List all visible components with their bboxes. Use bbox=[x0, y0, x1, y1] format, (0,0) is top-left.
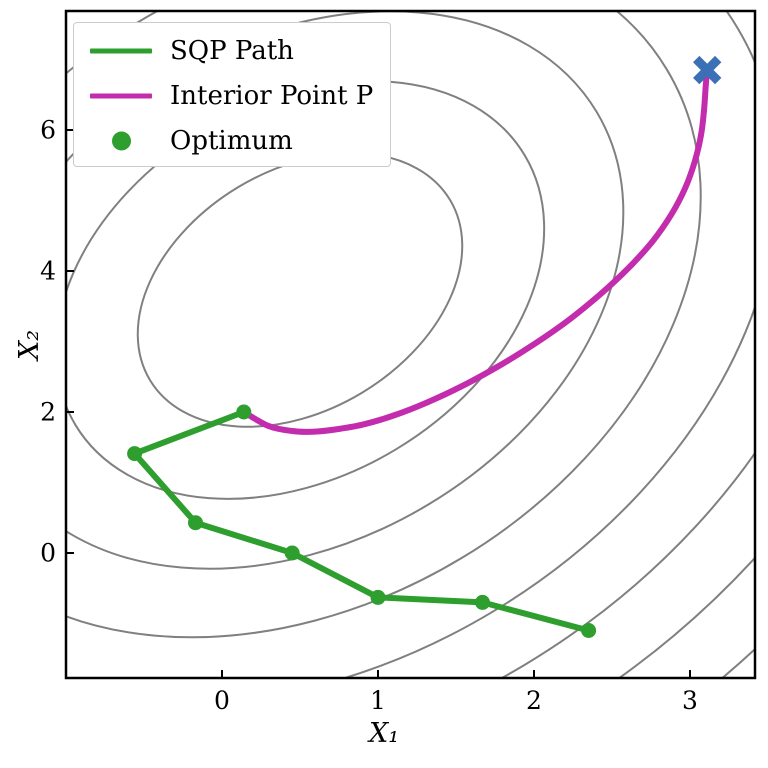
ytick-label-4: 4 bbox=[40, 256, 56, 286]
legend-entry-interior-point-path: Interior Point P bbox=[74, 74, 390, 118]
legend-label-optimum: Optimum bbox=[170, 126, 293, 156]
axes-frame bbox=[64, 9, 757, 680]
xtick-label-2: 2 bbox=[526, 686, 542, 715]
legend-label-sqp-path: SQP Path bbox=[170, 36, 294, 66]
sqp-path-marker bbox=[475, 594, 490, 610]
xtick-label-1: 1 bbox=[370, 686, 386, 715]
xtick-label-3: 3 bbox=[682, 686, 698, 715]
legend-entry-sqp-path: SQP Path bbox=[74, 29, 390, 73]
legend-label-interior-point-path: Interior Point P bbox=[170, 81, 374, 111]
legend-swatch-optimum bbox=[112, 131, 131, 151]
sqp-path-marker bbox=[188, 515, 203, 531]
start-marker-x-icon bbox=[693, 55, 722, 85]
sqp-path-marker bbox=[370, 589, 386, 605]
sqp-path-marker bbox=[236, 404, 252, 420]
sqp-path-marker bbox=[581, 623, 597, 638]
x-axis-title: X₁ bbox=[368, 718, 400, 749]
sqp-path-marker bbox=[127, 446, 143, 462]
legend-entry-optimum: Optimum bbox=[74, 119, 390, 163]
chart-legend: SQP Path Interior Point P Optimum bbox=[73, 22, 391, 167]
sqp-path-markers bbox=[127, 404, 597, 638]
axis-ticks bbox=[66, 129, 691, 678]
legend-swatch-interior-point-path bbox=[90, 93, 152, 99]
ytick-label-0: 0 bbox=[40, 538, 56, 568]
sqp-path bbox=[127, 404, 597, 638]
ytick-label-2: 2 bbox=[40, 397, 56, 427]
contour-level-1 bbox=[136, 152, 464, 428]
ytick-label-6: 6 bbox=[40, 115, 56, 145]
legend-swatch-sqp-path bbox=[90, 48, 152, 54]
xtick-label-0: 0 bbox=[214, 686, 230, 715]
interior-point-path bbox=[240, 67, 711, 435]
sqp-path-marker bbox=[284, 545, 300, 561]
y-axis-title: X₂ bbox=[14, 329, 45, 361]
start-x-glyph bbox=[693, 55, 722, 85]
interior-point-path-line bbox=[240, 67, 711, 435]
